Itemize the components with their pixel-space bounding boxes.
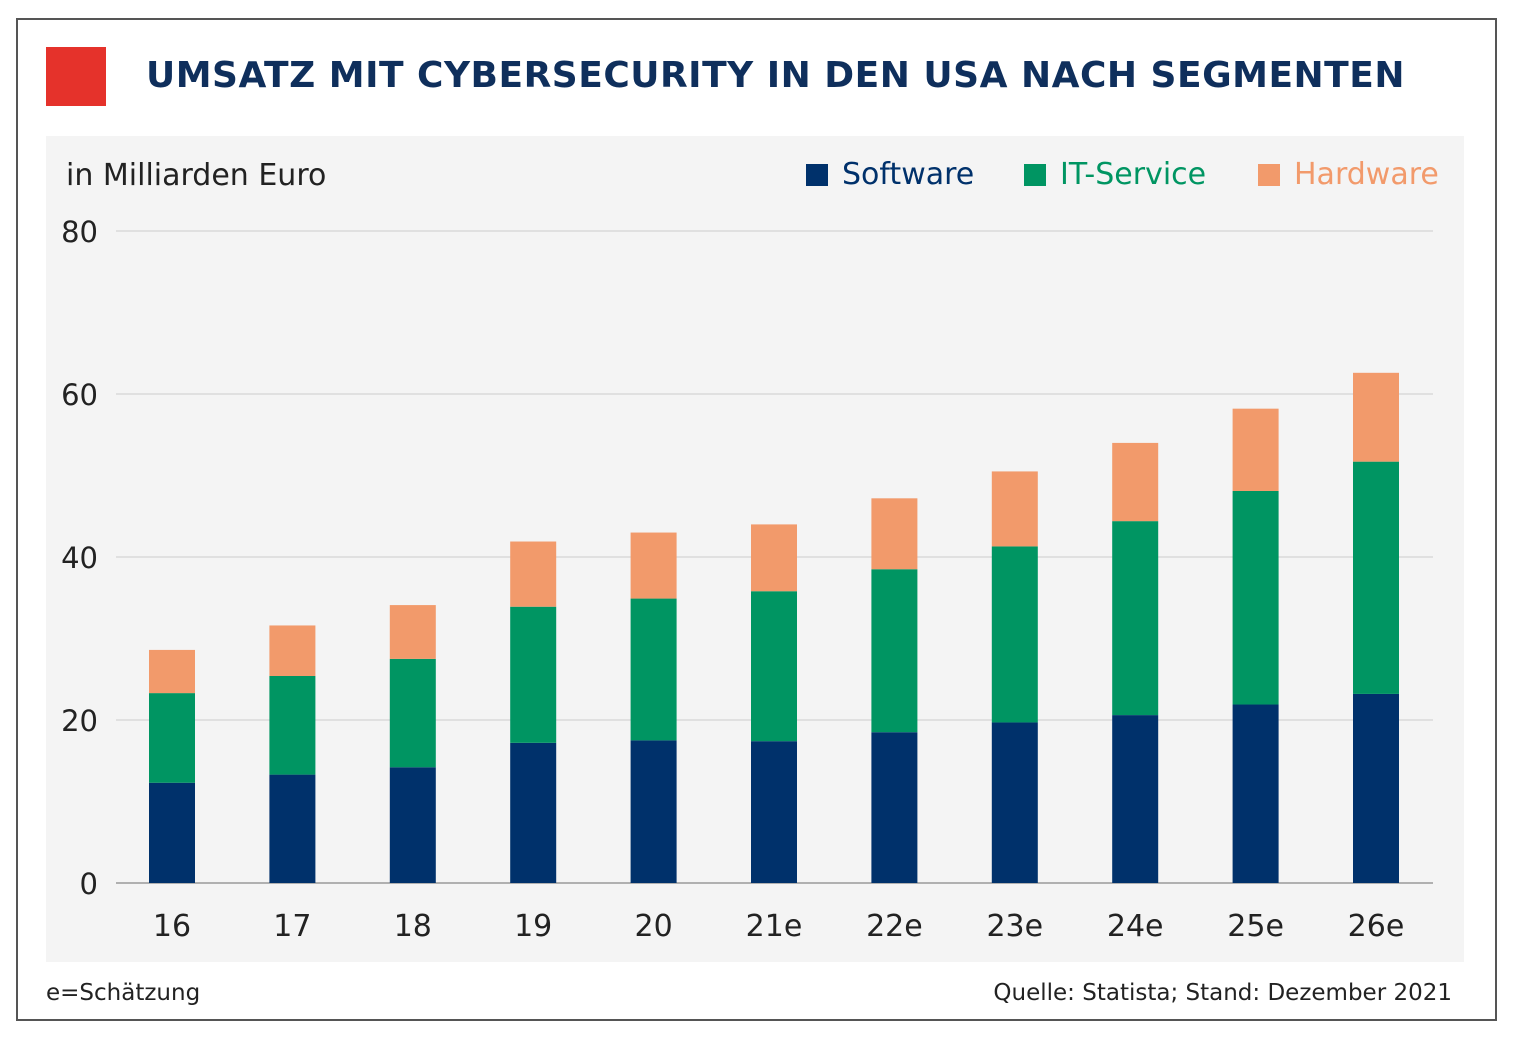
bar-hardware-18 <box>389 605 436 659</box>
bar-it-service-22e <box>871 569 918 733</box>
bar-software-23e <box>991 722 1038 883</box>
x-tick-label-19: 19 <box>514 909 552 944</box>
x-tick-label-21e: 21e <box>746 909 803 944</box>
bar-it-service-18 <box>389 658 436 768</box>
y-tick-label-80: 80 <box>61 215 98 249</box>
bar-it-service-20 <box>630 598 677 741</box>
bar-software-17 <box>269 774 316 883</box>
bar-hardware-20 <box>630 532 677 599</box>
x-tick-label-24e: 24e <box>1107 909 1164 944</box>
bar-it-service-21e <box>751 591 797 742</box>
chart-title: UMSATZ MIT CYBERSECURITY IN DEN USA NACH… <box>146 55 1405 96</box>
footnote: e=Schätzung <box>46 980 201 1006</box>
bar-software-25e <box>1232 704 1279 883</box>
legend-label-software: Software <box>842 157 975 192</box>
bar-hardware-24e <box>1112 442 1159 522</box>
x-tick-label-22e: 22e <box>866 909 923 944</box>
x-tick-label-18: 18 <box>394 909 432 944</box>
legend-label-hardware: Hardware <box>1294 157 1439 192</box>
y-axis-unit-label: in Milliarden Euro <box>66 158 327 193</box>
legend-item-hardware: Hardware <box>1258 157 1439 192</box>
x-tick-label-20: 20 <box>635 909 673 944</box>
bar-software-16 <box>149 782 195 883</box>
x-tick-label-25e: 25e <box>1227 909 1284 944</box>
bar-software-22e <box>871 732 918 883</box>
bar-it-service-19 <box>510 606 557 743</box>
bar-it-service-17 <box>269 675 316 775</box>
y-tick-label-0: 0 <box>80 867 98 901</box>
y-tick-label-20: 20 <box>61 704 98 738</box>
legend-swatch-hardware <box>1258 163 1280 186</box>
bar-hardware-26e <box>1353 372 1399 462</box>
bar-hardware-23e <box>991 471 1038 547</box>
legend-item-it-service: IT-Service <box>1024 157 1206 192</box>
bar-software-24e <box>1112 715 1159 883</box>
x-tick-label-16: 16 <box>153 909 191 944</box>
bar-it-service-23e <box>991 546 1038 723</box>
bar-software-20 <box>630 740 677 883</box>
bar-hardware-21e <box>751 524 797 592</box>
bar-hardware-22e <box>871 498 918 570</box>
bar-hardware-25e <box>1232 408 1279 491</box>
bar-software-18 <box>389 767 436 883</box>
source-note: Quelle: Statista; Stand: Dezember 2021 <box>993 980 1452 1006</box>
bar-software-26e <box>1353 693 1399 883</box>
x-tick-label-17: 17 <box>273 909 311 944</box>
bar-hardware-19 <box>510 541 557 607</box>
legend-swatch-it-service <box>1024 163 1046 186</box>
legend-item-software: Software <box>806 157 974 192</box>
bar-software-21e <box>751 741 797 883</box>
legend-label-it-service: IT-Service <box>1060 157 1207 192</box>
y-tick-label-40: 40 <box>61 541 98 575</box>
accent-square <box>46 47 106 106</box>
bar-hardware-16 <box>149 649 195 694</box>
bar-hardware-17 <box>269 625 316 676</box>
bar-it-service-16 <box>149 693 195 783</box>
bar-it-service-25e <box>1232 490 1279 705</box>
x-tick-label-23e: 23e <box>986 909 1043 944</box>
bar-software-19 <box>510 742 557 883</box>
bar-it-service-26e <box>1353 461 1399 694</box>
y-tick-label-60: 60 <box>61 378 98 412</box>
legend-swatch-software <box>806 163 828 186</box>
bar-it-service-24e <box>1112 521 1159 716</box>
x-tick-label-26e: 26e <box>1348 909 1405 944</box>
